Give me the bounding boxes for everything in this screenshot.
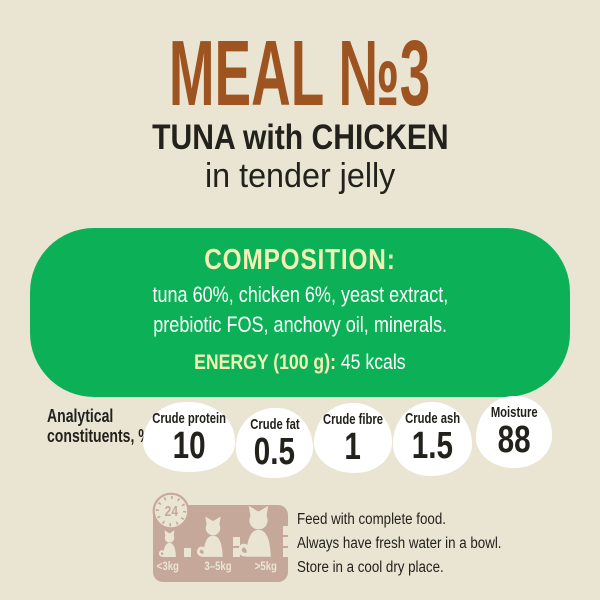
energy-value: 45 kcals: [341, 351, 406, 374]
energy-info: ENERGY (100 g): 45 kcals: [30, 351, 570, 375]
instruction-line-1: Feed with complete food.: [297, 511, 446, 528]
cat-large-icon: [237, 505, 280, 557]
instruction-line-2: Always have fresh water in a bowl.: [297, 535, 502, 552]
analysis-item-value: 10: [172, 425, 206, 467]
meal-number-text: MEAL №3: [169, 20, 431, 125]
clock-hours: 24: [164, 502, 178, 520]
ingredients-line-1: tuna 60%, chicken 6%, yeast extract,: [152, 282, 448, 307]
analysis-item-value: 0.5: [253, 431, 296, 473]
analysis-item-crude-ash: Crude ash 1.5: [393, 402, 472, 476]
page-title: MEAL №3: [0, 26, 600, 119]
analysis-item-value: 88: [497, 419, 531, 461]
product-name: TUNA with CHICKEN: [0, 118, 600, 157]
analysis-item-moisture: Moisture 88: [476, 396, 552, 468]
analysis-item-name: Crude fat: [249, 416, 300, 433]
weight-label-small: <3kg: [156, 559, 180, 573]
analysis-item-name: Crude ash: [404, 410, 461, 427]
analysis-item-value: 1: [344, 426, 362, 468]
portion-blocks-small: [184, 548, 191, 557]
weight-label-medium: 3–5kg: [204, 559, 232, 573]
ingredients-line-2: prebiotic FOS, anchovy oil, minerals.: [153, 312, 447, 337]
analysis-item-value: 1.5: [411, 425, 454, 467]
portion-blocks-large: [283, 526, 290, 557]
analysis-item-name: Moisture: [490, 404, 538, 421]
composition-panel: COMPOSITION: tuna 60%, chicken 6%, yeast…: [30, 228, 570, 397]
clock-24h-icon: [151, 491, 191, 531]
composition-heading: COMPOSITION:: [204, 244, 396, 276]
cat-medium-group: [196, 516, 240, 557]
product-name-text: TUNA with CHICKEN: [151, 118, 449, 157]
cat-large-group: [237, 505, 290, 557]
product-variant: in tender jelly: [0, 157, 600, 195]
cat-small-group: [158, 530, 191, 557]
feeding-instructions: Feed with complete food. Always have fre…: [297, 508, 535, 580]
ingredients-list: tuna 60%, chicken 6%, yeast extract, pre…: [30, 280, 570, 340]
analysis-item-crude-protein: Crude protein 10: [143, 402, 235, 472]
portion-blocks-medium: [233, 537, 240, 557]
instruction-line-3: Store in a cool dry place.: [297, 559, 444, 576]
analysis-item-crude-fat: Crude fat 0.5: [236, 408, 313, 478]
analysis-item-name: Crude protein: [152, 410, 226, 427]
analysis-item-crude-fibre: Crude fibre 1: [314, 403, 392, 473]
energy-label: ENERGY (100 g):: [194, 351, 337, 374]
product-variant-text: in tender jelly: [204, 156, 396, 195]
weight-label-large: >5kg: [254, 559, 278, 573]
analysis-label: Analytical constituents, %: [47, 406, 151, 446]
cat-small-icon: [158, 530, 181, 557]
analysis-item-name: Crude fibre: [323, 411, 384, 428]
cat-medium-icon: [196, 516, 230, 557]
